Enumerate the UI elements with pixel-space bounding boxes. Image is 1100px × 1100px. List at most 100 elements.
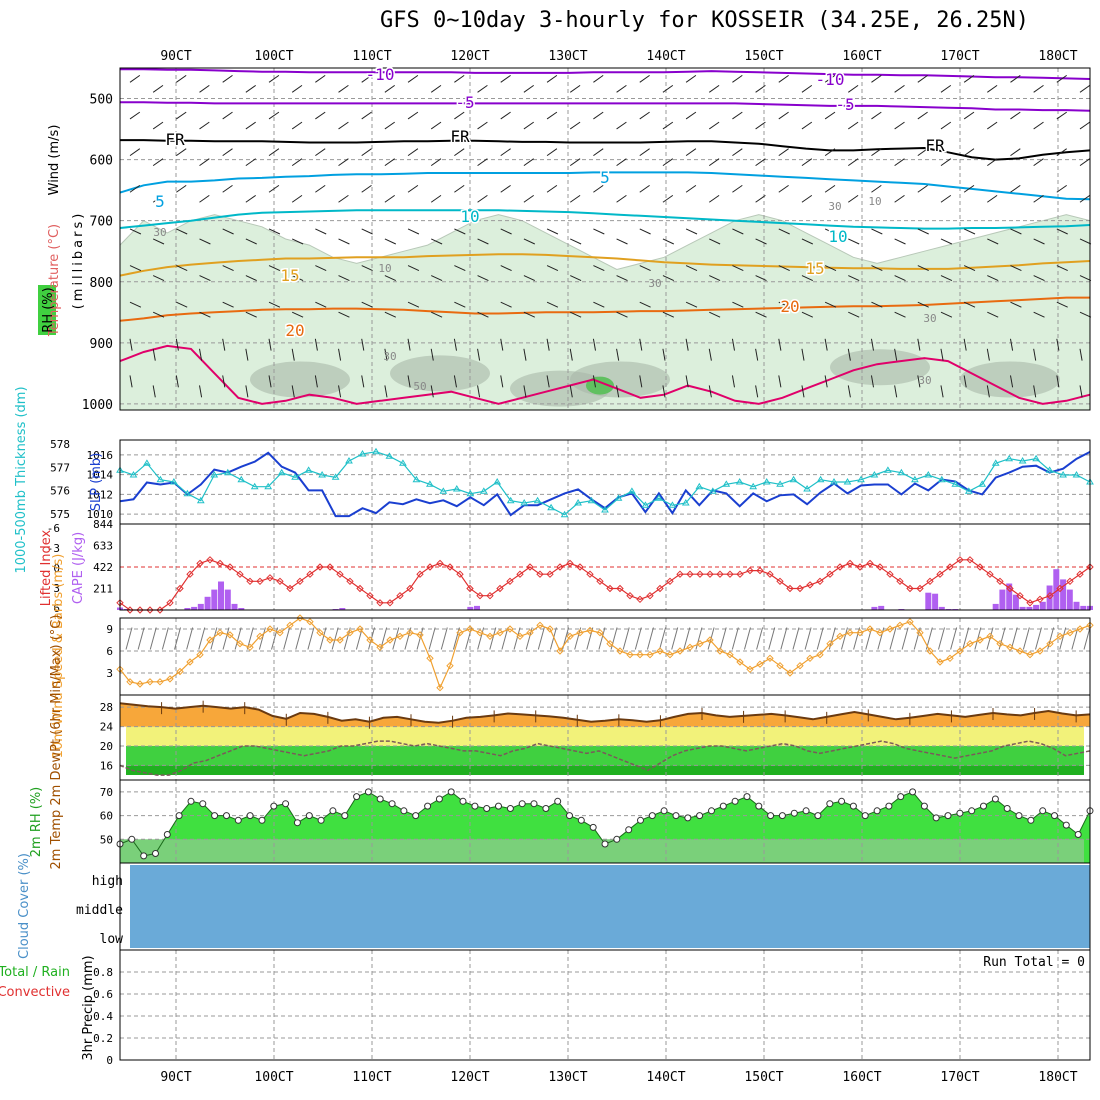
wind-barb bbox=[291, 311, 304, 318]
surface-barb bbox=[889, 627, 897, 650]
wind-barb bbox=[268, 111, 280, 120]
rh-point bbox=[778, 812, 786, 820]
wind-barb bbox=[245, 311, 257, 318]
thickness-marker bbox=[668, 501, 677, 508]
surface-barb bbox=[683, 627, 691, 650]
surface-barb bbox=[501, 627, 509, 650]
lifted-marker bbox=[846, 559, 854, 568]
wind-barb bbox=[477, 311, 489, 318]
legend-total-rain: Total / Rain bbox=[0, 965, 70, 980]
wind-barb bbox=[175, 375, 179, 388]
wind-barb bbox=[801, 275, 814, 282]
cloud-fill bbox=[130, 865, 1090, 948]
ylabel-lifted: Lifted Index bbox=[39, 529, 54, 606]
panel-frame-wind bbox=[119, 617, 1091, 696]
wind-barb bbox=[894, 348, 898, 361]
wind-marker bbox=[456, 628, 464, 637]
lifted-marker bbox=[446, 563, 454, 571]
wind-marker bbox=[706, 636, 714, 644]
wind-barb bbox=[569, 348, 573, 361]
rh-point bbox=[270, 802, 278, 810]
cape-tick-0: 844 bbox=[93, 518, 113, 531]
wind-barb bbox=[685, 301, 698, 308]
precip-tick-1: 0.2 bbox=[93, 1032, 113, 1045]
cape-bar bbox=[1026, 606, 1033, 610]
wind-barb bbox=[708, 348, 712, 361]
contour-label-8: 5 bbox=[600, 168, 610, 187]
wind-barb bbox=[685, 338, 689, 351]
wind-barb bbox=[384, 194, 395, 203]
ylabel-wind: Wind (m/s) bbox=[47, 125, 62, 196]
surface-barb bbox=[307, 627, 315, 650]
wind-barb bbox=[222, 111, 233, 120]
wind-barb bbox=[430, 84, 442, 93]
wind-barb bbox=[732, 265, 744, 272]
rh-point bbox=[696, 812, 704, 820]
rh-point bbox=[755, 802, 763, 810]
lifted-marker bbox=[666, 577, 674, 586]
thickness-marker bbox=[466, 489, 475, 497]
wind-barb bbox=[152, 121, 164, 130]
wind-barb bbox=[848, 121, 859, 130]
wind-barb bbox=[430, 194, 442, 203]
lifted-marker bbox=[1066, 577, 1074, 586]
wind-marker bbox=[1036, 647, 1044, 655]
wind-barb bbox=[361, 74, 372, 83]
rh-point bbox=[424, 802, 432, 810]
surface-barb bbox=[671, 627, 679, 650]
rh-tick-0: 50 bbox=[100, 833, 113, 846]
wind-barb bbox=[477, 158, 488, 167]
rh-point bbox=[625, 826, 633, 834]
wind-barb bbox=[1033, 385, 1037, 398]
wind-barb bbox=[129, 265, 142, 272]
cape-bar bbox=[925, 592, 932, 610]
wind-barb bbox=[384, 84, 395, 93]
thickness-marker bbox=[372, 447, 380, 455]
contour-label-18: 30 bbox=[383, 350, 396, 363]
lifted-marker bbox=[776, 577, 784, 586]
thickness-marker bbox=[937, 475, 946, 483]
thickness-marker bbox=[304, 466, 313, 473]
wind-barb bbox=[129, 301, 142, 308]
surface-barb bbox=[440, 627, 448, 650]
lifted-marker bbox=[476, 591, 484, 600]
wind-barb bbox=[1033, 311, 1045, 318]
surface-barb bbox=[622, 627, 630, 650]
rh-point bbox=[506, 805, 514, 812]
rh-legend-swatch bbox=[38, 285, 56, 335]
thickness-marker bbox=[951, 480, 960, 487]
wind-barb bbox=[361, 338, 365, 351]
slp-tick-2: 1014 bbox=[87, 469, 114, 482]
wind-barb bbox=[1033, 238, 1045, 245]
lifted-marker bbox=[1056, 584, 1064, 593]
wind-barb bbox=[1033, 194, 1044, 203]
lifted-marker bbox=[586, 570, 594, 578]
wind-barb bbox=[616, 121, 627, 130]
wind-barb bbox=[894, 194, 905, 203]
y-tick-upper-4: 900 bbox=[90, 337, 113, 352]
wind-marker bbox=[656, 647, 664, 655]
wind-barb bbox=[361, 301, 373, 308]
wind-marker bbox=[696, 639, 704, 648]
ylabel-precip: 3hr Precip (mm) bbox=[81, 955, 96, 1060]
wind-barb bbox=[917, 228, 929, 235]
wind-barb bbox=[824, 338, 828, 351]
wind-barb bbox=[685, 184, 697, 193]
thickness-marker bbox=[237, 475, 246, 483]
lifted-marker bbox=[676, 570, 684, 578]
wind-barb bbox=[1056, 148, 1067, 157]
wind-barb bbox=[245, 238, 257, 245]
wind-barb bbox=[176, 265, 188, 272]
lifted-marker bbox=[996, 577, 1004, 586]
wind-marker bbox=[906, 617, 914, 626]
wind-barb bbox=[546, 74, 558, 83]
wind-marker bbox=[186, 658, 194, 666]
wind-barb bbox=[987, 158, 998, 167]
cape-bar bbox=[1039, 601, 1046, 610]
wind-barb bbox=[500, 184, 511, 193]
wind-barb bbox=[523, 311, 536, 318]
lifted-marker bbox=[606, 584, 614, 593]
wind-marker bbox=[916, 628, 924, 637]
thickness-marker bbox=[708, 487, 717, 494]
thickness-marker bbox=[722, 480, 731, 487]
